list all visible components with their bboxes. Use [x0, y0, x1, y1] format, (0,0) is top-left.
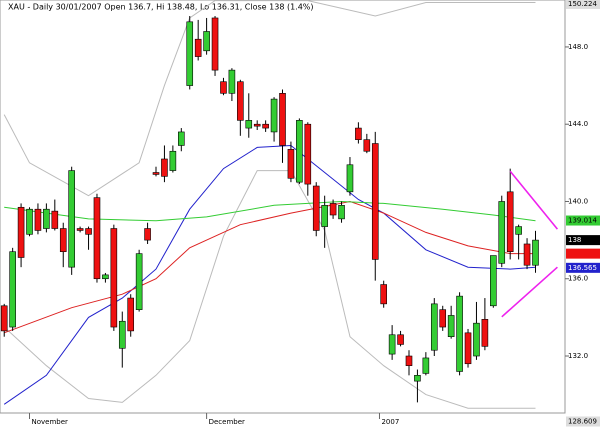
candle-body: [346, 164, 354, 193]
candle-body: [338, 205, 345, 220]
candle-body: [532, 239, 539, 266]
candle-body: [43, 208, 50, 229]
candle-body: [127, 297, 135, 332]
candle-body: [17, 206, 25, 258]
candle-body: [135, 253, 143, 310]
candle-body: [93, 197, 101, 280]
trendline: [509, 170, 559, 230]
candle-body: [118, 320, 126, 349]
price-label-box: [566, 215, 600, 226]
x-tick-label: December: [209, 418, 245, 426]
candle-body: [279, 93, 286, 146]
plot-area: [0, 0, 566, 414]
candle-body: [211, 17, 219, 71]
candle-body: [59, 228, 67, 253]
candle-body: [245, 120, 253, 129]
candle-body: [414, 375, 421, 382]
indicator-line: [3, 0, 536, 197]
price-label: 139.014: [568, 217, 597, 225]
candle-body: [0, 305, 8, 332]
candle-body: [523, 243, 531, 266]
candle-body: [464, 332, 472, 365]
candle-body: [76, 228, 84, 231]
y-tick-label: 144.0: [568, 120, 588, 128]
price-label: 138: [568, 236, 581, 244]
x-tick-label: November: [32, 418, 69, 426]
candle-body: [380, 284, 387, 305]
candle-body: [102, 274, 109, 280]
chart-title: XAU - Daily 30/01/2007 Open 136.7, Hi 13…: [8, 3, 314, 12]
candle-body: [178, 131, 185, 146]
candle-body: [447, 315, 455, 337]
trendline: [501, 266, 558, 318]
candle-body: [363, 139, 371, 152]
candle-body: [430, 303, 438, 351]
candle-body: [85, 228, 92, 235]
candle-body: [110, 228, 118, 328]
candle-body: [296, 120, 303, 183]
candle-body: [270, 98, 278, 133]
indicator-line: [4, 200, 536, 334]
candle-body: [144, 228, 151, 241]
candle-body: [253, 123, 261, 127]
candle-body: [161, 158, 168, 177]
price-label: 150.224: [568, 0, 597, 8]
candle-body: [312, 185, 320, 231]
candle-body: [287, 149, 295, 179]
candle-body: [329, 203, 337, 216]
candle-body: [228, 69, 236, 94]
candle-body: [515, 226, 522, 235]
candle-body: [152, 172, 160, 175]
y-tick-label: 148.0: [568, 43, 588, 51]
candle-body: [237, 81, 244, 121]
candle-body: [397, 334, 404, 345]
price-label-box: [566, 262, 600, 273]
candle-body: [203, 31, 210, 52]
candle-body: [68, 170, 75, 268]
candle-body: [34, 208, 42, 231]
y-tick-label: 136.0: [568, 275, 588, 283]
candle-body: [169, 150, 177, 171]
y-tick-label: 132.0: [568, 352, 588, 360]
indicator-line: [3, 144, 536, 405]
candle-body: [506, 191, 514, 253]
candle-body: [26, 208, 33, 235]
candle-body: [186, 21, 194, 86]
candle-body: [304, 123, 312, 185]
candle-body: [220, 81, 227, 94]
candle-body: [51, 210, 59, 229]
candle-body: [439, 309, 447, 328]
candle-body: [490, 255, 497, 307]
candle-body: [481, 319, 489, 347]
candle-body: [473, 322, 480, 357]
candle-body: [405, 355, 413, 366]
candle-body: [194, 38, 202, 57]
indicator-line: [3, 170, 536, 409]
candle-body: [321, 205, 328, 227]
x-tick-label: 2007: [381, 418, 399, 426]
candle-body: [388, 334, 396, 355]
candle-body: [9, 251, 16, 328]
price-label-box: [566, 248, 600, 259]
price-label: 136.565: [568, 264, 597, 272]
candle-body: [371, 143, 379, 260]
candle-body: [355, 127, 362, 140]
price-label: 128.609: [568, 418, 597, 426]
candle-body: [422, 357, 430, 374]
candle-body: [498, 201, 506, 264]
price-label-box: [566, 235, 600, 246]
y-tick-label: 140.0: [568, 197, 588, 205]
price-label-box: [566, 0, 600, 9]
candle-body: [262, 123, 269, 129]
indicator-line: [4, 200, 536, 222]
price-label-box: [566, 416, 600, 427]
candle-body: [456, 295, 463, 372]
